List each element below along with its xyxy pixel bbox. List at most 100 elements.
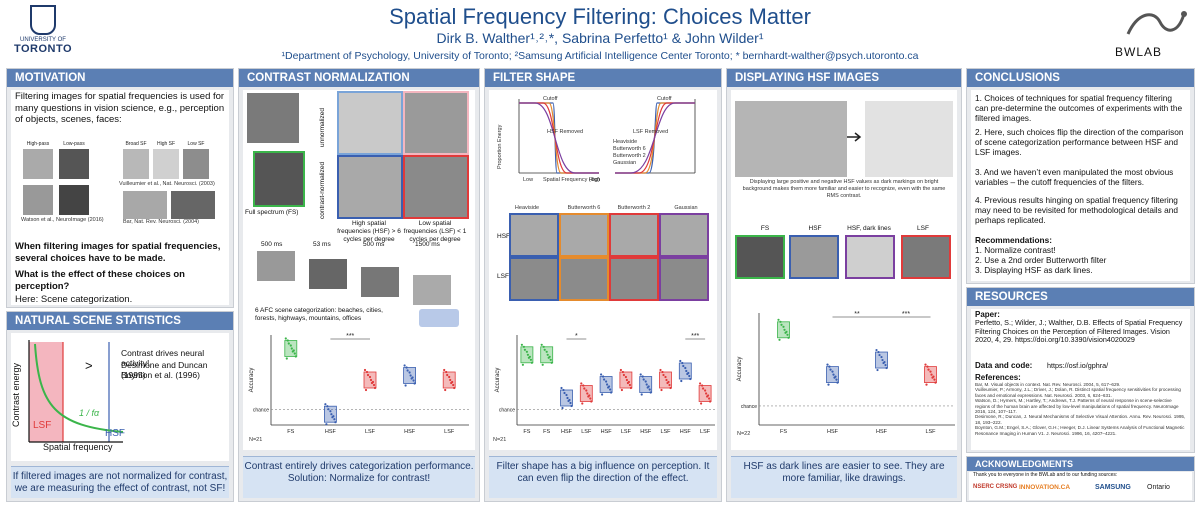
here-statement: Here: Scene categorization. xyxy=(15,294,133,305)
point-2-9 xyxy=(371,380,375,384)
point-4-6 xyxy=(609,388,612,391)
point-1-3 xyxy=(550,361,553,364)
hsf-label: HSF xyxy=(105,428,125,439)
research-question: What is the effect of these choices on p… xyxy=(15,269,185,292)
task-description: 6 AFC scene categorization: beaches, cit… xyxy=(255,307,383,322)
point-2-5 xyxy=(877,350,880,354)
lsf-unnormalized-image xyxy=(403,91,469,155)
butterworth2-lsf-image xyxy=(609,257,659,301)
point-9-7 xyxy=(704,389,707,392)
point-1-5 xyxy=(828,365,831,368)
fs-col-image xyxy=(735,235,785,279)
display-caption: Displaying large positive and negative H… xyxy=(742,179,946,199)
point-7-2 xyxy=(662,373,665,377)
point-0-2 xyxy=(523,348,526,351)
references-list: Bar, M. Visual objects in context. Nat. … xyxy=(975,382,1186,436)
point-0-0 xyxy=(284,337,287,340)
point-4-2 xyxy=(446,373,449,377)
butterworth6-hsf-image xyxy=(559,213,609,257)
point-0-8 xyxy=(521,363,524,366)
point-5-6 xyxy=(628,383,631,387)
hsf-normalized-image xyxy=(337,155,403,219)
sig-label-1: *** xyxy=(691,333,699,340)
point-5-7 xyxy=(624,375,627,379)
blank-frame xyxy=(413,275,451,305)
point-8-2 xyxy=(682,364,685,368)
point-2-8 xyxy=(561,406,564,410)
bar-scene-image-1 xyxy=(123,191,167,219)
point-6-4 xyxy=(645,383,648,386)
point-0-4 xyxy=(526,353,529,356)
point-1-9 xyxy=(548,355,551,358)
point-0-9 xyxy=(785,330,788,333)
point-2-0 xyxy=(363,368,367,372)
point-7-8 xyxy=(660,388,663,392)
face-broad-sf-image xyxy=(123,149,149,179)
point-0-6 xyxy=(293,352,296,355)
sig-label-1: *** xyxy=(902,311,910,318)
point-0-8 xyxy=(285,357,288,360)
point-4-7 xyxy=(605,380,608,383)
point-1-0 xyxy=(540,343,543,346)
display-title: DISPLAYING HSF IMAGES xyxy=(727,69,961,87)
resources-panel: RESOURCES Paper: Perfetto, S.; Wilder, J… xyxy=(966,287,1195,453)
point-4-0 xyxy=(600,373,603,376)
point-4-5 xyxy=(602,375,605,378)
point-8-5 xyxy=(681,361,684,365)
point-2-2 xyxy=(878,353,881,357)
curve-label: 1 / fα xyxy=(79,408,100,418)
city-scene-image xyxy=(247,93,299,143)
motivation-panel: MOTIVATION Filtering images for spatial … xyxy=(6,68,234,308)
hsf-darklines-image xyxy=(865,101,953,177)
legend-butterworth6: Butterworth 6 xyxy=(613,146,646,152)
filter-title: FILTER SHAPE xyxy=(485,69,721,87)
poster-header: UNIVERSITY OF TORONTO Spatial Frequency … xyxy=(0,0,1200,65)
point-8-9 xyxy=(687,371,690,375)
sponsor-ontario: Ontario xyxy=(1147,484,1170,491)
point-0-2 xyxy=(287,342,290,345)
x-tick-0: FS xyxy=(523,429,530,435)
point-3-3 xyxy=(590,400,593,403)
lowpass-curve-1 xyxy=(519,102,599,174)
point-5-4 xyxy=(625,378,628,382)
sig-label-0: * xyxy=(575,333,578,340)
hsf-dark-col-image xyxy=(845,235,895,279)
point-2-2 xyxy=(366,373,370,377)
point-6-3 xyxy=(649,391,652,394)
point-2-8 xyxy=(876,368,879,372)
x-tick-1: HSF xyxy=(827,429,839,435)
point-0-3 xyxy=(787,336,790,339)
point-3-3 xyxy=(934,381,937,384)
point-2-2 xyxy=(563,391,566,395)
motivation-intro: Filtering images for spatial frequencies… xyxy=(15,91,225,125)
point-0-0 xyxy=(777,318,780,321)
poster-title: Spatial Frequency Filtering: Choices Mat… xyxy=(389,4,811,29)
point-1-5 xyxy=(326,405,329,408)
point-2-5 xyxy=(365,370,369,374)
legend-gaussian: Gaussian xyxy=(613,160,637,166)
point-1-2 xyxy=(543,348,546,351)
ack-title: ACKNOWLEDGMENTS xyxy=(967,457,1194,471)
gaussian-lsf-image xyxy=(659,257,709,301)
point-3-9 xyxy=(411,376,414,379)
arrow-right-icon xyxy=(847,132,862,142)
point-1-2 xyxy=(829,368,832,371)
point-4-8 xyxy=(444,388,447,392)
data-link[interactable]: https://osf.io/gphra/ xyxy=(1047,361,1109,370)
point-1-9 xyxy=(332,415,335,418)
filter-panel: FILTER SHAPE Low Spatial Frequency (log)… xyxy=(484,68,722,502)
point-1-3 xyxy=(334,421,337,424)
sig-label-0: ** xyxy=(854,311,860,318)
point-0-4 xyxy=(290,347,293,350)
point-3-8 xyxy=(925,383,928,386)
point-6-6 xyxy=(648,388,651,391)
point-3-4 xyxy=(409,374,412,377)
point-4-9 xyxy=(608,385,611,388)
power-spectrum-plot xyxy=(28,340,124,443)
lowpass-curve-0 xyxy=(519,102,599,174)
point-9-9 xyxy=(707,394,710,397)
point-7-5 xyxy=(661,370,664,374)
authors: Dirk B. Walther¹˒²˒*, Sabrina Perfetto¹ … xyxy=(436,30,764,46)
point-3-7 xyxy=(585,389,588,392)
point-6-9 xyxy=(647,385,650,388)
